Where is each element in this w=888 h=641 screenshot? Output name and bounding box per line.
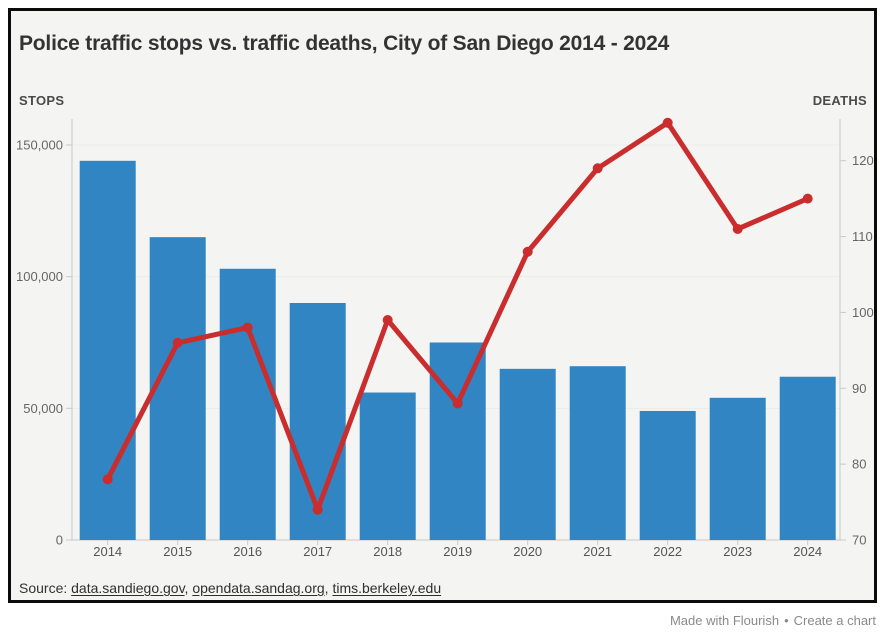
x-axis-year-label: 2023 [723,544,752,559]
x-axis-year-label: 2022 [653,544,682,559]
create-a-chart-link[interactable]: Create a chart [793,613,876,628]
source-separator: , [324,580,333,596]
right-axis-tick-label: 120 [852,153,874,168]
source-row: Source: data.sandiego.gov, opendata.sand… [19,580,441,596]
deaths-point-2014[interactable] [102,474,113,485]
deaths-point-2016[interactable] [242,322,253,333]
page-title: Police traffic stops vs. traffic deaths,… [19,32,670,55]
right-axis-tick-label: 80 [852,457,866,472]
deaths-point-2024[interactable] [802,193,813,204]
bar-2018[interactable] [359,392,416,540]
bar-2024[interactable] [779,376,836,540]
left-axis-tick-label: 100,000 [16,269,63,284]
x-axis-year-label: 2014 [93,544,122,559]
x-axis-year-label: 2018 [373,544,402,559]
right-axis-tick-label: 100 [852,305,874,320]
deaths-point-2019[interactable] [452,398,463,409]
source-link-berkeley[interactable]: tims.berkeley.edu [332,580,442,596]
deaths-point-2020[interactable] [522,246,533,257]
x-axis-year-label: 2017 [303,544,332,559]
bar-2021[interactable] [569,366,626,540]
bar-2020[interactable] [499,368,556,540]
source-separator: , [184,580,193,596]
right-axis-tick-label: 90 [852,381,866,396]
right-axis-tick-label: 110 [852,229,873,244]
deaths-point-2018[interactable] [382,315,393,326]
deaths-point-2022[interactable] [662,117,673,128]
x-axis-year-label: 2019 [443,544,472,559]
flourish-footer: Made with Flourish • Create a chart [670,613,876,628]
left-axis-tick-label: 150,000 [16,138,63,153]
bar-2023[interactable] [709,397,766,540]
x-axis-year-label: 2015 [163,544,192,559]
right-axis-caption: DEATHS [812,93,867,108]
bar-2019[interactable] [429,342,486,541]
x-axis-year-label: 2021 [583,544,612,559]
deaths-point-2023[interactable] [732,223,743,234]
x-axis-year-label: 2016 [233,544,262,559]
x-axis-year-label: 2020 [513,544,542,559]
deaths-point-2017[interactable] [312,504,323,515]
source-prefix: Source: [19,580,72,596]
left-axis-tick-label: 50,000 [23,401,63,416]
bar-2016[interactable] [219,268,276,540]
right-axis-tick-label: 70 [852,533,866,548]
chart-svg: 0 50,000 100,000 150,000 70 80 90 100 110 120 2014… [16,117,874,559]
bar-2017[interactable] [289,303,346,540]
x-axis-year-label: 2024 [793,544,822,559]
left-axis-tick-label: 0 [56,533,63,548]
source-link-sandiego[interactable]: data.sandiego.gov [71,580,185,596]
deaths-point-2021[interactable] [592,163,603,174]
chart-card: Police traffic stops vs. traffic deaths,… [8,8,877,603]
left-axis-caption: STOPS [19,93,65,108]
bar-2015[interactable] [149,237,206,540]
bar-2022[interactable] [639,410,696,540]
made-with-flourish-link[interactable]: Made with Flourish [669,613,780,628]
deaths-point-2015[interactable] [172,337,183,348]
footer-bullet: • [784,613,789,628]
source-link-sandag[interactable]: opendata.sandag.org [192,580,325,596]
